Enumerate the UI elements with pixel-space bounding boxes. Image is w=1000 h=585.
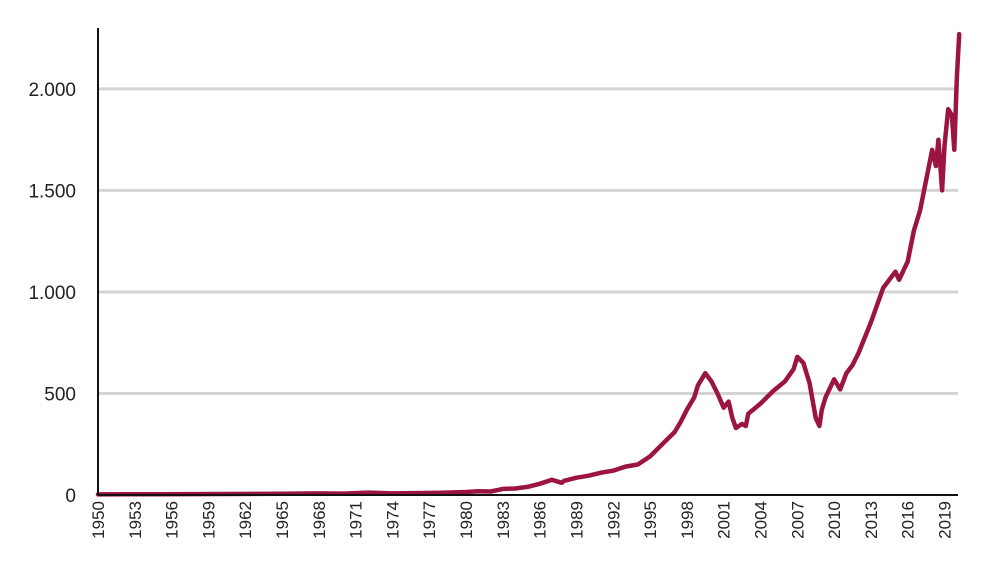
y-tick-label: 500 — [44, 384, 76, 405]
gridlines — [98, 87, 958, 395]
x-tick-label: 1995 — [641, 501, 660, 539]
x-tick-label: 2010 — [825, 501, 844, 539]
x-tick-label: 1983 — [494, 501, 513, 539]
y-tick-label: 1.000 — [28, 283, 76, 304]
x-tick-label: 1956 — [163, 501, 182, 539]
y-tick-label: 1.500 — [28, 181, 76, 202]
x-tick-label: 1953 — [126, 501, 145, 539]
x-tick-label: 2007 — [788, 501, 807, 539]
x-tick-label: 1998 — [678, 501, 697, 539]
series-line — [95, 31, 962, 497]
x-tick-label: 1986 — [531, 501, 550, 539]
x-tick-label: 1965 — [273, 501, 292, 539]
x-tick-label: 1980 — [457, 501, 476, 539]
x-tick-label: 1971 — [347, 501, 366, 539]
x-tick-label: 2004 — [751, 501, 770, 539]
y-tick-label: 0 — [65, 486, 76, 507]
x-tick-label: 1977 — [420, 501, 439, 539]
x-tick-label: 2013 — [862, 501, 881, 539]
x-tick-label: 2016 — [899, 501, 918, 539]
x-tick-label: 1974 — [383, 501, 402, 539]
x-tick-label: 1989 — [567, 501, 586, 539]
y-tick-label: 2.000 — [28, 80, 76, 101]
x-axis-tick-labels: 1950 1953 1956 1959 1962 1965 1968 1971 1974 1977… — [89, 501, 955, 539]
x-tick-label: 2019 — [936, 501, 955, 539]
x-tick-label: 1959 — [199, 501, 218, 539]
x-tick-label: 2001 — [715, 501, 734, 539]
x-tick-label: 1950 — [89, 501, 108, 539]
x-tick-label: 1968 — [310, 501, 329, 539]
x-tick-label: 1992 — [604, 501, 623, 539]
x-tick-label: 1962 — [236, 501, 255, 539]
y-axis-tick-labels: 0 500 1.000 1.500 2.000 — [28, 80, 76, 507]
